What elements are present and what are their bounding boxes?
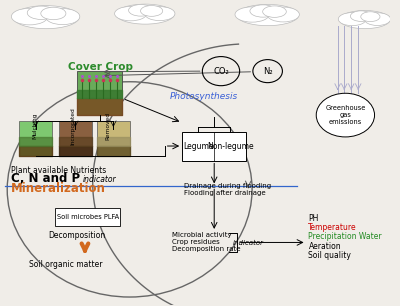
FancyBboxPatch shape: [97, 121, 130, 156]
Text: Soil quality: Soil quality: [308, 251, 351, 259]
Ellipse shape: [13, 6, 79, 29]
Text: Legume: Legume: [183, 142, 214, 151]
Text: Greenhouse
gas
emissions: Greenhouse gas emissions: [325, 105, 366, 125]
Ellipse shape: [263, 6, 286, 17]
Text: PH: PH: [308, 214, 319, 223]
FancyBboxPatch shape: [19, 121, 52, 156]
Ellipse shape: [250, 5, 276, 17]
Ellipse shape: [350, 11, 372, 21]
FancyBboxPatch shape: [182, 132, 246, 161]
Ellipse shape: [316, 93, 374, 137]
Text: N₂: N₂: [263, 67, 272, 76]
Text: indicator: indicator: [83, 175, 117, 184]
Ellipse shape: [236, 4, 299, 26]
Text: indicator: indicator: [233, 241, 264, 246]
Ellipse shape: [361, 12, 380, 22]
Ellipse shape: [145, 7, 175, 21]
Text: Temperature: Temperature: [308, 223, 357, 232]
Text: Aeration: Aeration: [308, 241, 341, 251]
Text: Flooding after drainage: Flooding after drainage: [184, 190, 266, 196]
Text: Mineralization: Mineralization: [11, 182, 106, 196]
Text: CO₂: CO₂: [213, 67, 229, 76]
FancyBboxPatch shape: [77, 71, 122, 115]
Ellipse shape: [27, 6, 55, 20]
Ellipse shape: [46, 9, 80, 25]
Text: Decomposition: Decomposition: [48, 231, 106, 240]
Ellipse shape: [338, 13, 366, 26]
Text: Soil organic matter: Soil organic matter: [29, 260, 102, 269]
Ellipse shape: [340, 10, 390, 29]
Text: Mulching: Mulching: [32, 113, 37, 139]
Ellipse shape: [41, 7, 66, 20]
Text: Drainage during flooding: Drainage during flooding: [184, 183, 271, 189]
Text: Incorporated: Incorporated: [71, 107, 76, 145]
Text: Plant available Nutrients: Plant available Nutrients: [11, 166, 106, 175]
Ellipse shape: [128, 5, 153, 16]
Ellipse shape: [140, 6, 163, 16]
FancyBboxPatch shape: [56, 208, 120, 226]
FancyBboxPatch shape: [59, 121, 92, 156]
Ellipse shape: [267, 7, 299, 22]
Text: Removed: Removed: [106, 112, 111, 140]
Text: Soil microbes PLFA: Soil microbes PLFA: [57, 214, 119, 220]
Text: C, N and P: C, N and P: [11, 172, 80, 185]
Ellipse shape: [114, 6, 147, 21]
Ellipse shape: [235, 7, 269, 22]
Text: Precipitation Water: Precipitation Water: [308, 233, 382, 241]
Text: Photosynthesis: Photosynthesis: [169, 92, 238, 101]
Text: Non-legume: Non-legume: [207, 142, 254, 151]
Text: Microbial activity
Crop residues
Decomposition rate: Microbial activity Crop residues Decompo…: [172, 233, 241, 252]
Text: Cover Crop: Cover Crop: [68, 62, 133, 72]
Ellipse shape: [364, 13, 390, 25]
Ellipse shape: [116, 4, 174, 24]
Ellipse shape: [11, 8, 48, 25]
